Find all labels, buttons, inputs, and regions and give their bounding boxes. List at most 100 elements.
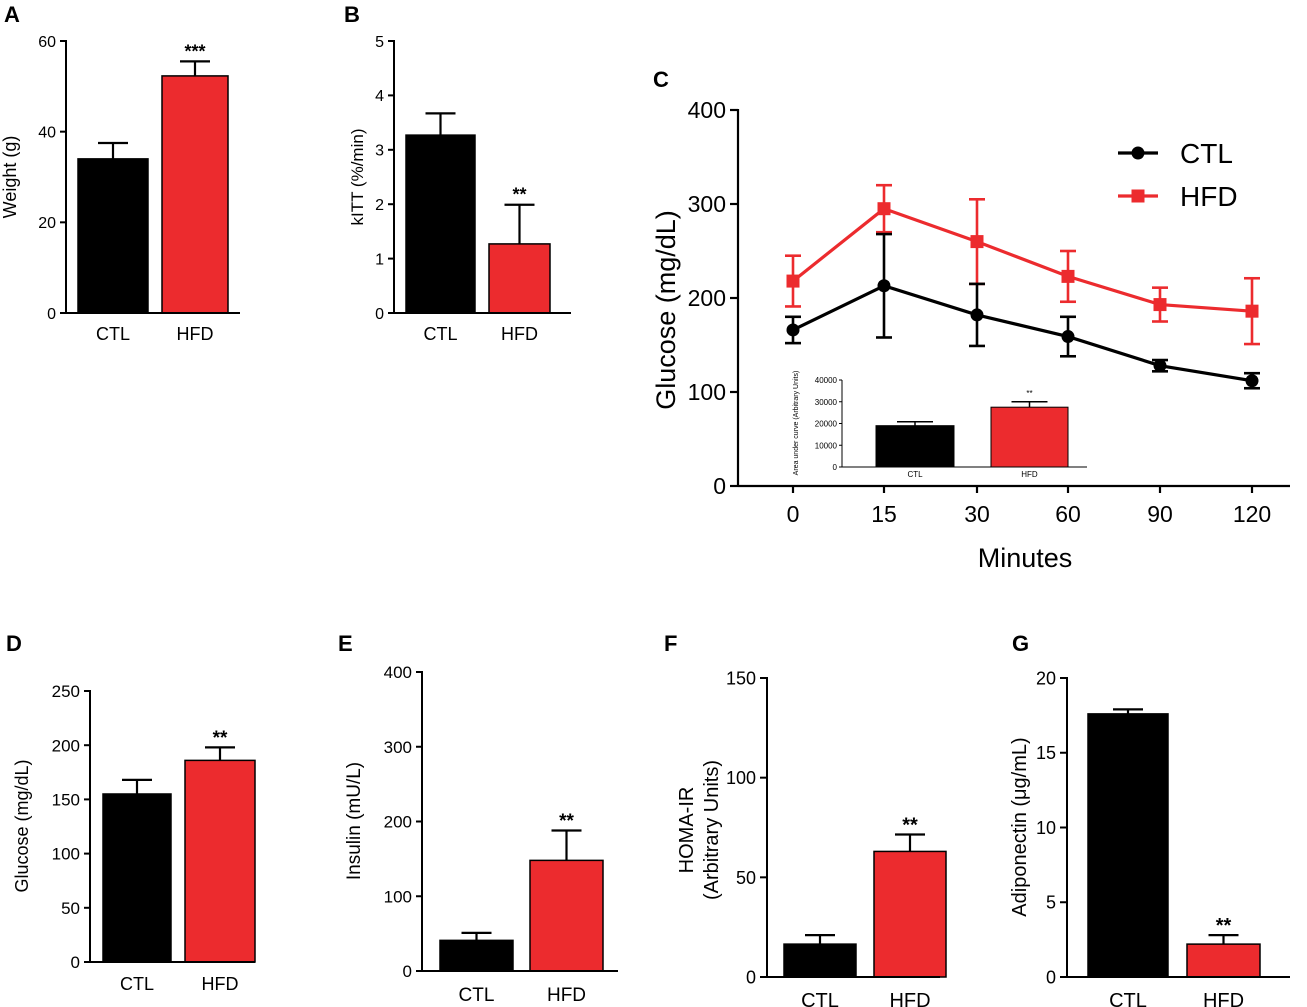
y-tick-label: 0 [403, 962, 412, 981]
legend-label-ctl: CTL [1180, 138, 1233, 169]
significance-marker: ** [1216, 915, 1232, 937]
y-tick-label: 300 [384, 738, 412, 757]
y-tick-label: 4 [375, 88, 384, 105]
y-tick-label: 100 [52, 845, 80, 864]
inset-y-tick-label: 40000 [815, 376, 838, 385]
y-tick-label: 3 [375, 143, 384, 160]
data-point-hfd [1061, 269, 1075, 283]
bar-ctl [783, 943, 857, 978]
y-tick-label: 60 [38, 34, 56, 51]
category-label-ctl: CTL [423, 324, 457, 344]
bar-hfd [529, 859, 604, 972]
legend-label-hfd: HFD [1180, 181, 1238, 212]
bar-ctl [102, 793, 172, 963]
bar-hfd [488, 243, 551, 314]
bar-ctl [1087, 713, 1169, 978]
category-label-ctl: CTL [1109, 990, 1147, 1007]
inset-category-label: CTL [907, 470, 923, 479]
category-label-ctl: CTL [120, 974, 154, 994]
bar-ctl [439, 939, 514, 972]
category-label-hfd: HFD [177, 324, 214, 344]
category-label-hfd: HFD [547, 985, 586, 1006]
series-line-ctl [792, 284, 1253, 383]
inset-bar-ctl [875, 425, 955, 468]
legend-marker-ctl [1131, 146, 1145, 160]
panel-label-D: D [6, 631, 22, 656]
bar-ctl [405, 134, 476, 314]
bar-hfd [873, 850, 947, 978]
panel-label-F: F [664, 631, 677, 656]
category-label-hfd: HFD [1203, 990, 1244, 1007]
y-tick-label: 0 [746, 967, 756, 987]
y-tick-label: 0 [1046, 967, 1056, 987]
inset-y-tick-label: 30000 [815, 398, 838, 407]
y-tick-label: 10 [1036, 818, 1056, 838]
data-point-hfd [1245, 304, 1259, 318]
y-tick-label: 100 [384, 887, 412, 906]
category-label-hfd: HFD [202, 974, 239, 994]
bar-hfd [161, 75, 229, 314]
y-tick-label: 5 [375, 34, 384, 51]
significance-marker: ** [512, 185, 526, 205]
data-point-ctl [1245, 374, 1259, 388]
y-axis-label: kITT (%/min) [348, 129, 367, 226]
y-axis-label: (Arbitrary Units) [701, 760, 723, 900]
y-tick-label: 200 [688, 285, 726, 311]
panel-label-A: A [4, 2, 20, 27]
y-axis-label: Adiponectin (μg/mL) [1009, 737, 1031, 916]
y-axis-label: Glucose (mg/dL) [12, 759, 32, 892]
significance-marker: ** [902, 814, 918, 836]
x-tick-label: 90 [1147, 501, 1173, 527]
inset-y-tick-label: 20000 [815, 420, 838, 429]
category-label-ctl: CTL [801, 990, 839, 1007]
category-label-ctl: CTL [96, 324, 130, 344]
x-axis-label: Minutes [978, 543, 1073, 573]
y-tick-label: 0 [47, 306, 56, 323]
data-point-ctl [1153, 359, 1167, 373]
data-point-ctl [970, 308, 984, 322]
inset-y-axis-label: Area under curve (Arbitrary Units) [793, 371, 800, 476]
data-point-ctl [786, 323, 800, 337]
category-label-hfd: HFD [501, 324, 538, 344]
x-tick-label: 60 [1055, 501, 1081, 527]
y-tick-label: 20 [1036, 668, 1056, 688]
panel-label-C: C [653, 67, 669, 92]
inset-y-tick-label: 10000 [815, 441, 838, 450]
y-tick-label: 1 [375, 251, 384, 268]
y-tick-label: 40 [38, 124, 56, 141]
bar-ctl [77, 158, 149, 314]
y-axis-label: Insulin (mU/L) [344, 762, 365, 880]
y-tick-label: 300 [688, 191, 726, 217]
legend-marker-hfd [1131, 189, 1145, 203]
y-axis-label: Glucose (mg/dL) [651, 210, 681, 410]
panel-F: F CTL HFD 0 50 100 150 HOMA-IR (Arbitrary Units)… [664, 631, 947, 1007]
panel-E: E CTL HFD 0 100 200 300 400 Insulin (mU/L) ** [338, 631, 618, 1006]
category-label-ctl: CTL [459, 985, 495, 1006]
y-tick-label: 0 [713, 473, 726, 499]
inset-category-label: HFD [1021, 470, 1038, 479]
y-tick-label: 20 [38, 215, 56, 232]
series-line-hfd [792, 206, 1253, 313]
y-tick-label: 50 [61, 899, 80, 918]
significance-marker: ** [559, 811, 574, 832]
y-tick-label: 0 [71, 953, 80, 972]
y-tick-label: 100 [726, 768, 756, 788]
inset-chart: CTL HFD 0 10000 20000 30000 40000 Area under cu… [793, 371, 1087, 479]
y-tick-label: 5 [1046, 893, 1056, 913]
panel-A: A CTL HFD 0 20 40 60 Weight (g) *** [0, 2, 240, 344]
y-tick-label: 250 [52, 682, 80, 701]
panel-label-B: B [344, 2, 360, 27]
panel-label-E: E [338, 631, 353, 656]
inset-bar-hfd [990, 406, 1069, 468]
bar-hfd [1186, 943, 1261, 978]
panel-B: B CTL HFD 0 1 2 3 4 5 kITT (%/min) ** [344, 2, 571, 344]
y-tick-label: 0 [375, 306, 384, 323]
significance-marker: *** [184, 41, 205, 61]
data-point-ctl [1061, 330, 1075, 344]
y-tick-label: 50 [736, 868, 756, 888]
data-point-ctl [877, 279, 891, 293]
y-tick-label: 150 [726, 668, 756, 688]
inset-y-tick-label: 0 [833, 463, 838, 472]
y-tick-label: 15 [1036, 743, 1056, 763]
